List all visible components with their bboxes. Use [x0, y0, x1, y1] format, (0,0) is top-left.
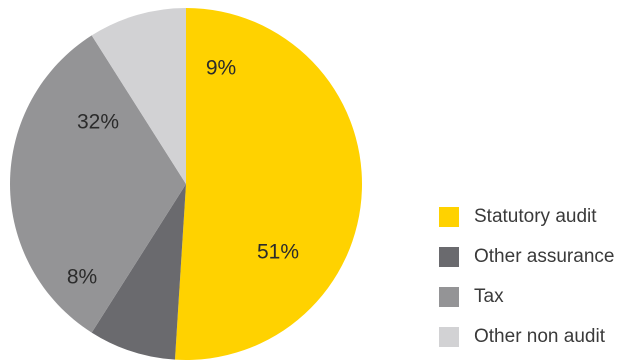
legend-swatch-other-assurance	[439, 246, 459, 267]
legend-item-tax: Tax	[439, 281, 614, 312]
legend-swatch-statutory-audit	[439, 206, 459, 227]
slice-label-other-non-audit: 9%	[206, 57, 236, 80]
pie-slices	[9, 8, 362, 360]
pie-labels: 51% 8% 32% 9%	[67, 57, 299, 289]
legend: Statutory audit Other assurance Tax Othe…	[439, 201, 614, 361]
legend-label-other-non-audit: Other non audit	[474, 325, 605, 347]
legend-item-statutory-audit: Statutory audit	[439, 201, 614, 232]
pie-slice-tax	[9, 35, 187, 333]
slice-label-statutory-audit: 51%	[257, 241, 299, 264]
legend-swatch-tax	[439, 286, 459, 307]
pie-slice-other-non-audit	[91, 8, 186, 184]
pie-slice-statutory-audit	[174, 8, 362, 360]
legend-label-tax: Tax	[474, 285, 504, 307]
legend-label-other-assurance: Other assurance	[474, 245, 615, 267]
legend-item-other-assurance: Other assurance	[439, 241, 614, 272]
legend-label-statutory-audit: Statutory audit	[474, 205, 597, 227]
legend-swatch-other-non-audit	[439, 326, 459, 347]
slice-label-other-assurance: 8%	[67, 266, 97, 289]
slice-label-tax: 32%	[77, 111, 119, 134]
legend-item-other-non-audit: Other non audit	[439, 321, 614, 352]
pie-slice-other-assurance	[91, 184, 186, 360]
